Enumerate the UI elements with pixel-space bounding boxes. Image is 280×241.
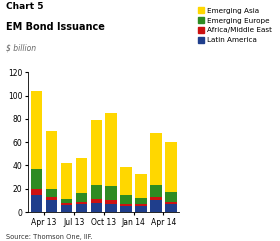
Bar (106, 204, 117, 212)
Bar (76, 201, 87, 204)
Bar (165, 204, 177, 212)
Bar (150, 185, 162, 197)
Bar (46, 201, 57, 212)
Bar (136, 174, 147, 198)
Bar (90, 199, 102, 203)
Bar (60, 199, 72, 203)
Bar (76, 194, 87, 201)
Bar (136, 206, 147, 212)
Bar (90, 185, 102, 199)
Text: $ billion: $ billion (6, 43, 36, 52)
Bar (46, 197, 57, 201)
Bar (106, 187, 117, 201)
Text: Chart 5: Chart 5 (6, 2, 43, 11)
Bar (165, 142, 177, 192)
Text: EM Bond Issuance: EM Bond Issuance (6, 22, 104, 32)
Bar (60, 163, 72, 199)
Bar (120, 204, 132, 206)
Bar (120, 206, 132, 212)
Bar (150, 197, 162, 201)
Bar (76, 159, 87, 194)
Bar (150, 133, 162, 185)
Bar (90, 120, 102, 185)
Bar (76, 204, 87, 212)
Bar (46, 131, 57, 189)
Legend: Emerging Asia, Emerging Europe, Africa/Middle East, Latin America: Emerging Asia, Emerging Europe, Africa/M… (196, 6, 274, 45)
Bar (136, 204, 147, 206)
Bar (165, 201, 177, 204)
Text: Source: Thomson One, IIF.: Source: Thomson One, IIF. (6, 234, 92, 240)
Bar (31, 169, 42, 189)
Bar (31, 91, 42, 169)
Bar (31, 189, 42, 195)
Bar (120, 195, 132, 204)
Bar (60, 203, 72, 205)
Bar (90, 203, 102, 212)
Bar (60, 205, 72, 212)
Bar (106, 113, 117, 187)
Bar (136, 198, 147, 204)
Bar (106, 201, 117, 204)
Bar (165, 192, 177, 201)
Bar (150, 201, 162, 212)
Bar (31, 195, 42, 212)
Bar (120, 167, 132, 195)
Bar (46, 189, 57, 197)
